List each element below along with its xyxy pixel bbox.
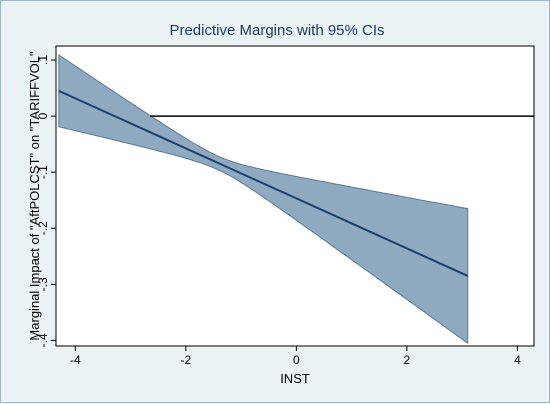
x-axis-title: INST	[280, 371, 310, 386]
y-tick-label: -.2	[36, 221, 50, 235]
y-tick-label: -.3	[36, 277, 50, 291]
x-tick-label: 0	[293, 353, 300, 367]
y-tick-label: 0	[36, 112, 50, 119]
x-tick-label: 4	[514, 353, 521, 367]
y-tick-label: .1	[36, 55, 50, 65]
x-tick-label: -2	[181, 353, 192, 367]
x-tick-label: -4	[70, 353, 81, 367]
x-tick-label: 2	[404, 353, 411, 367]
chart-title: Predictive Margins with 95% CIs	[169, 22, 384, 39]
y-tick-label: -.1	[36, 165, 50, 179]
estimate-line	[58, 89, 469, 277]
ci-band	[58, 54, 469, 345]
y-axis-title: Marginal Impact of "AftPOLCST" on "TARIF…	[27, 51, 42, 341]
y-tick-label: -.4	[36, 333, 50, 347]
